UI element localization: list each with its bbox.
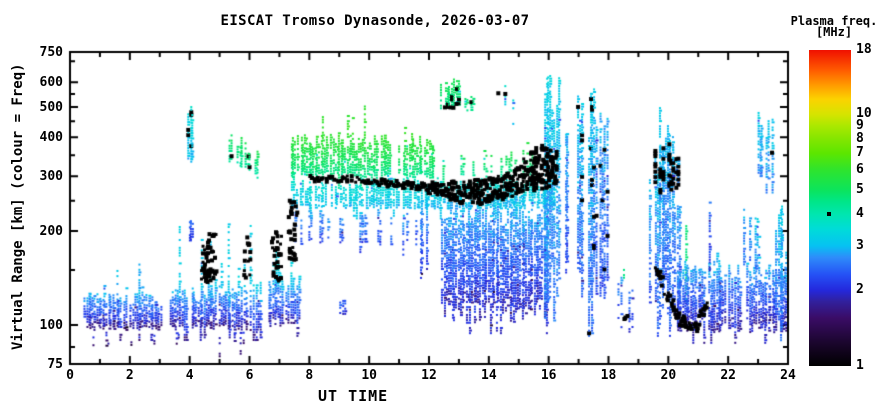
plot-title: EISCAT Tromso Dynasonde, 2026-03-07 [220, 13, 530, 29]
colorbar-tick-label: 6 [856, 162, 864, 178]
colorbar-tick-label: 7 [856, 145, 864, 161]
y-tick-label: 500 [39, 99, 63, 115]
x-tick-label: 16 [540, 368, 557, 383]
y-tick-label: 100 [39, 318, 63, 334]
x-tick-label: 2 [125, 368, 134, 383]
x-tick-label: 20 [660, 368, 677, 383]
colorbar-tick-label: 8 [856, 130, 864, 146]
y-tick-label: 200 [39, 224, 63, 240]
colorbar-black-marker [827, 212, 831, 216]
colorbar-tick-label: 5 [856, 182, 864, 198]
colorbar-unit: [MHz] [815, 25, 853, 39]
y-tick-label: 750 [39, 45, 63, 60]
y-tick-label: 600 [39, 75, 63, 91]
colorbar-tick-label: 3 [856, 237, 864, 253]
x-tick-label: 6 [245, 368, 254, 383]
x-tick-label: 10 [361, 368, 377, 383]
x-tick-label: 18 [600, 368, 617, 383]
y-tick-label: 400 [39, 130, 63, 146]
y-tick-label: 300 [39, 169, 63, 185]
colorbar-title: Plasma freq. [790, 14, 878, 28]
y-tick-label: 75 [47, 357, 63, 372]
x-tick-label: 12 [421, 368, 437, 383]
colorbar-tick-label: 4 [856, 206, 864, 222]
colorbar-tick-label: 10 [856, 106, 872, 122]
x-tick-label: 24 [780, 368, 796, 383]
x-tick-label: 8 [305, 368, 314, 383]
colorbar-tick-label: 1 [856, 358, 864, 373]
colorbar-tick-label: 9 [856, 117, 864, 133]
x-tick-label: 0 [66, 368, 74, 383]
x-tick-label: 4 [185, 368, 194, 383]
colorbar-gradient [809, 50, 851, 366]
colorbar-tick-label: 18 [856, 42, 872, 57]
x-tick-label: 22 [720, 368, 736, 383]
x-axis-label: UT TIME [318, 387, 389, 405]
colorbar-tick-label: 2 [856, 282, 864, 298]
x-tick-label: 14 [481, 368, 497, 383]
